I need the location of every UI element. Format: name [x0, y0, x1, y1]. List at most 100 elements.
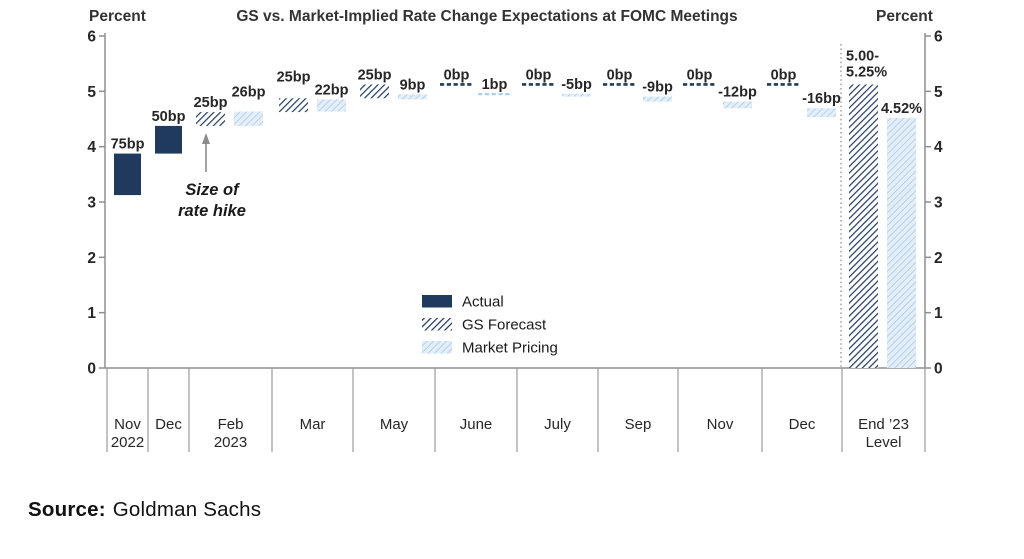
bar-market — [643, 96, 672, 102]
bar-label: -12bp — [718, 85, 757, 101]
y-axis-title-left: Percent — [89, 8, 146, 25]
bar-actual — [114, 153, 141, 196]
legend-swatch-hatch-navy — [422, 318, 452, 331]
chart-panel: Percent GS vs. Market-Implied Rate Change… — [87, 8, 943, 452]
legend-item: Market Pricing — [422, 340, 558, 357]
source-line: Source: Goldman Sachs — [28, 498, 261, 522]
bar-label: 0bp — [607, 67, 633, 83]
tick-label: 2 — [934, 250, 943, 267]
category-label: Nov — [114, 416, 141, 433]
category-label: Mar — [300, 416, 326, 433]
bar-gs — [360, 84, 389, 99]
bar-label: 0bp — [526, 67, 552, 83]
legend-label: Market Pricing — [462, 340, 558, 357]
annotation-text: rate hike — [178, 202, 246, 220]
bar-gs — [279, 98, 308, 113]
category: June 0bp 1bp — [440, 67, 511, 433]
tick-label: 6 — [87, 29, 96, 46]
tick-label: 6 — [934, 29, 943, 46]
annotation-size-of-rate-hike: Size of rate hike — [178, 133, 246, 220]
bar-label: 26bp — [232, 85, 266, 101]
annotation-arrow-head — [202, 133, 210, 144]
category-label: June — [460, 416, 493, 433]
legend-swatch-hatch-light — [422, 341, 452, 354]
category: Sep 0bp -9bp — [603, 67, 673, 433]
category: Nov 0bp -12bp — [683, 67, 757, 433]
bar-label: -5bp — [561, 77, 592, 93]
bar-market — [807, 108, 836, 118]
bar-market — [562, 93, 591, 97]
tick-label: 4 — [87, 139, 96, 156]
y-axis-right: 0 1 2 3 4 5 6 — [924, 29, 943, 378]
category: Dec 50bp — [152, 109, 186, 433]
y-axis-left: 0 1 2 3 4 5 6 — [87, 29, 106, 378]
chart-title: GS vs. Market-Implied Rate Change Expect… — [236, 8, 737, 25]
bar-label: 5.00- — [846, 48, 879, 64]
tick-label: 0 — [934, 361, 943, 378]
bar-label: 0bp — [771, 67, 797, 83]
legend-item: GS Forecast — [422, 317, 547, 334]
category-label: May — [380, 416, 409, 433]
tick-label: 5 — [934, 84, 943, 101]
bar-market — [234, 111, 263, 126]
bar-gs — [196, 112, 225, 126]
bar-label: 4.52% — [881, 101, 922, 117]
bar-label: 22bp — [315, 82, 349, 98]
bar-market — [887, 117, 916, 368]
tick-label: 1 — [934, 305, 943, 322]
bar-market — [723, 101, 752, 109]
fomc-rate-chart: Percent GS vs. Market-Implied Rate Change… — [87, 8, 943, 452]
legend: Actual GS Forecast Market Pricing — [422, 294, 558, 357]
category-label: 2023 — [214, 434, 247, 451]
bar-label: 1bp — [482, 77, 508, 93]
category-label: Sep — [625, 416, 652, 433]
category: Dec 0bp -16bp — [767, 67, 841, 433]
tick-label: 3 — [87, 195, 96, 212]
category-label: 2022 — [111, 434, 144, 451]
category-label: Nov — [707, 416, 734, 433]
bar-market — [317, 99, 346, 112]
bar-market — [398, 94, 427, 100]
bar-label: 0bp — [687, 67, 713, 83]
bar-label: 25bp — [358, 67, 392, 83]
x-axis — [105, 367, 926, 452]
tick-label: 4 — [934, 139, 943, 156]
bar-label: -16bp — [802, 91, 841, 107]
legend-item: Actual — [422, 294, 504, 311]
y-axis-title-right: Percent — [876, 8, 933, 25]
bar-label: 9bp — [400, 77, 426, 93]
bar-label: 75bp — [111, 137, 145, 153]
bar-label: -9bp — [642, 80, 673, 96]
category-label: End ’23 — [858, 416, 909, 433]
category-label: Feb — [218, 416, 244, 433]
bar-label: 0bp — [444, 67, 470, 83]
category-label: Dec — [155, 416, 182, 433]
bar-label: 25bp — [194, 95, 228, 111]
bar-label: 50bp — [152, 109, 186, 125]
source-label: Source: — [28, 498, 106, 521]
category: July 0bp -5bp — [522, 67, 592, 433]
category: May 25bp 9bp — [358, 67, 427, 433]
category-label: July — [544, 416, 571, 433]
legend-label: GS Forecast — [462, 317, 547, 334]
tick-label: 0 — [87, 361, 96, 378]
tick-label: 3 — [934, 195, 943, 212]
bar-label: 25bp — [277, 69, 311, 85]
tick-label: 2 — [87, 250, 96, 267]
bar-actual — [155, 125, 182, 154]
source-text: Goldman Sachs — [112, 498, 262, 521]
bar-label: 5.25% — [846, 64, 887, 80]
tick-label: 1 — [87, 305, 96, 322]
legend-swatch-solid-navy — [422, 295, 452, 308]
bar-gs — [849, 84, 878, 369]
annotation-text: Size of — [185, 181, 240, 199]
category-label: Level — [866, 434, 902, 451]
tick-label: 5 — [87, 84, 96, 101]
legend-label: Actual — [462, 294, 504, 311]
category-label: Dec — [789, 416, 816, 433]
